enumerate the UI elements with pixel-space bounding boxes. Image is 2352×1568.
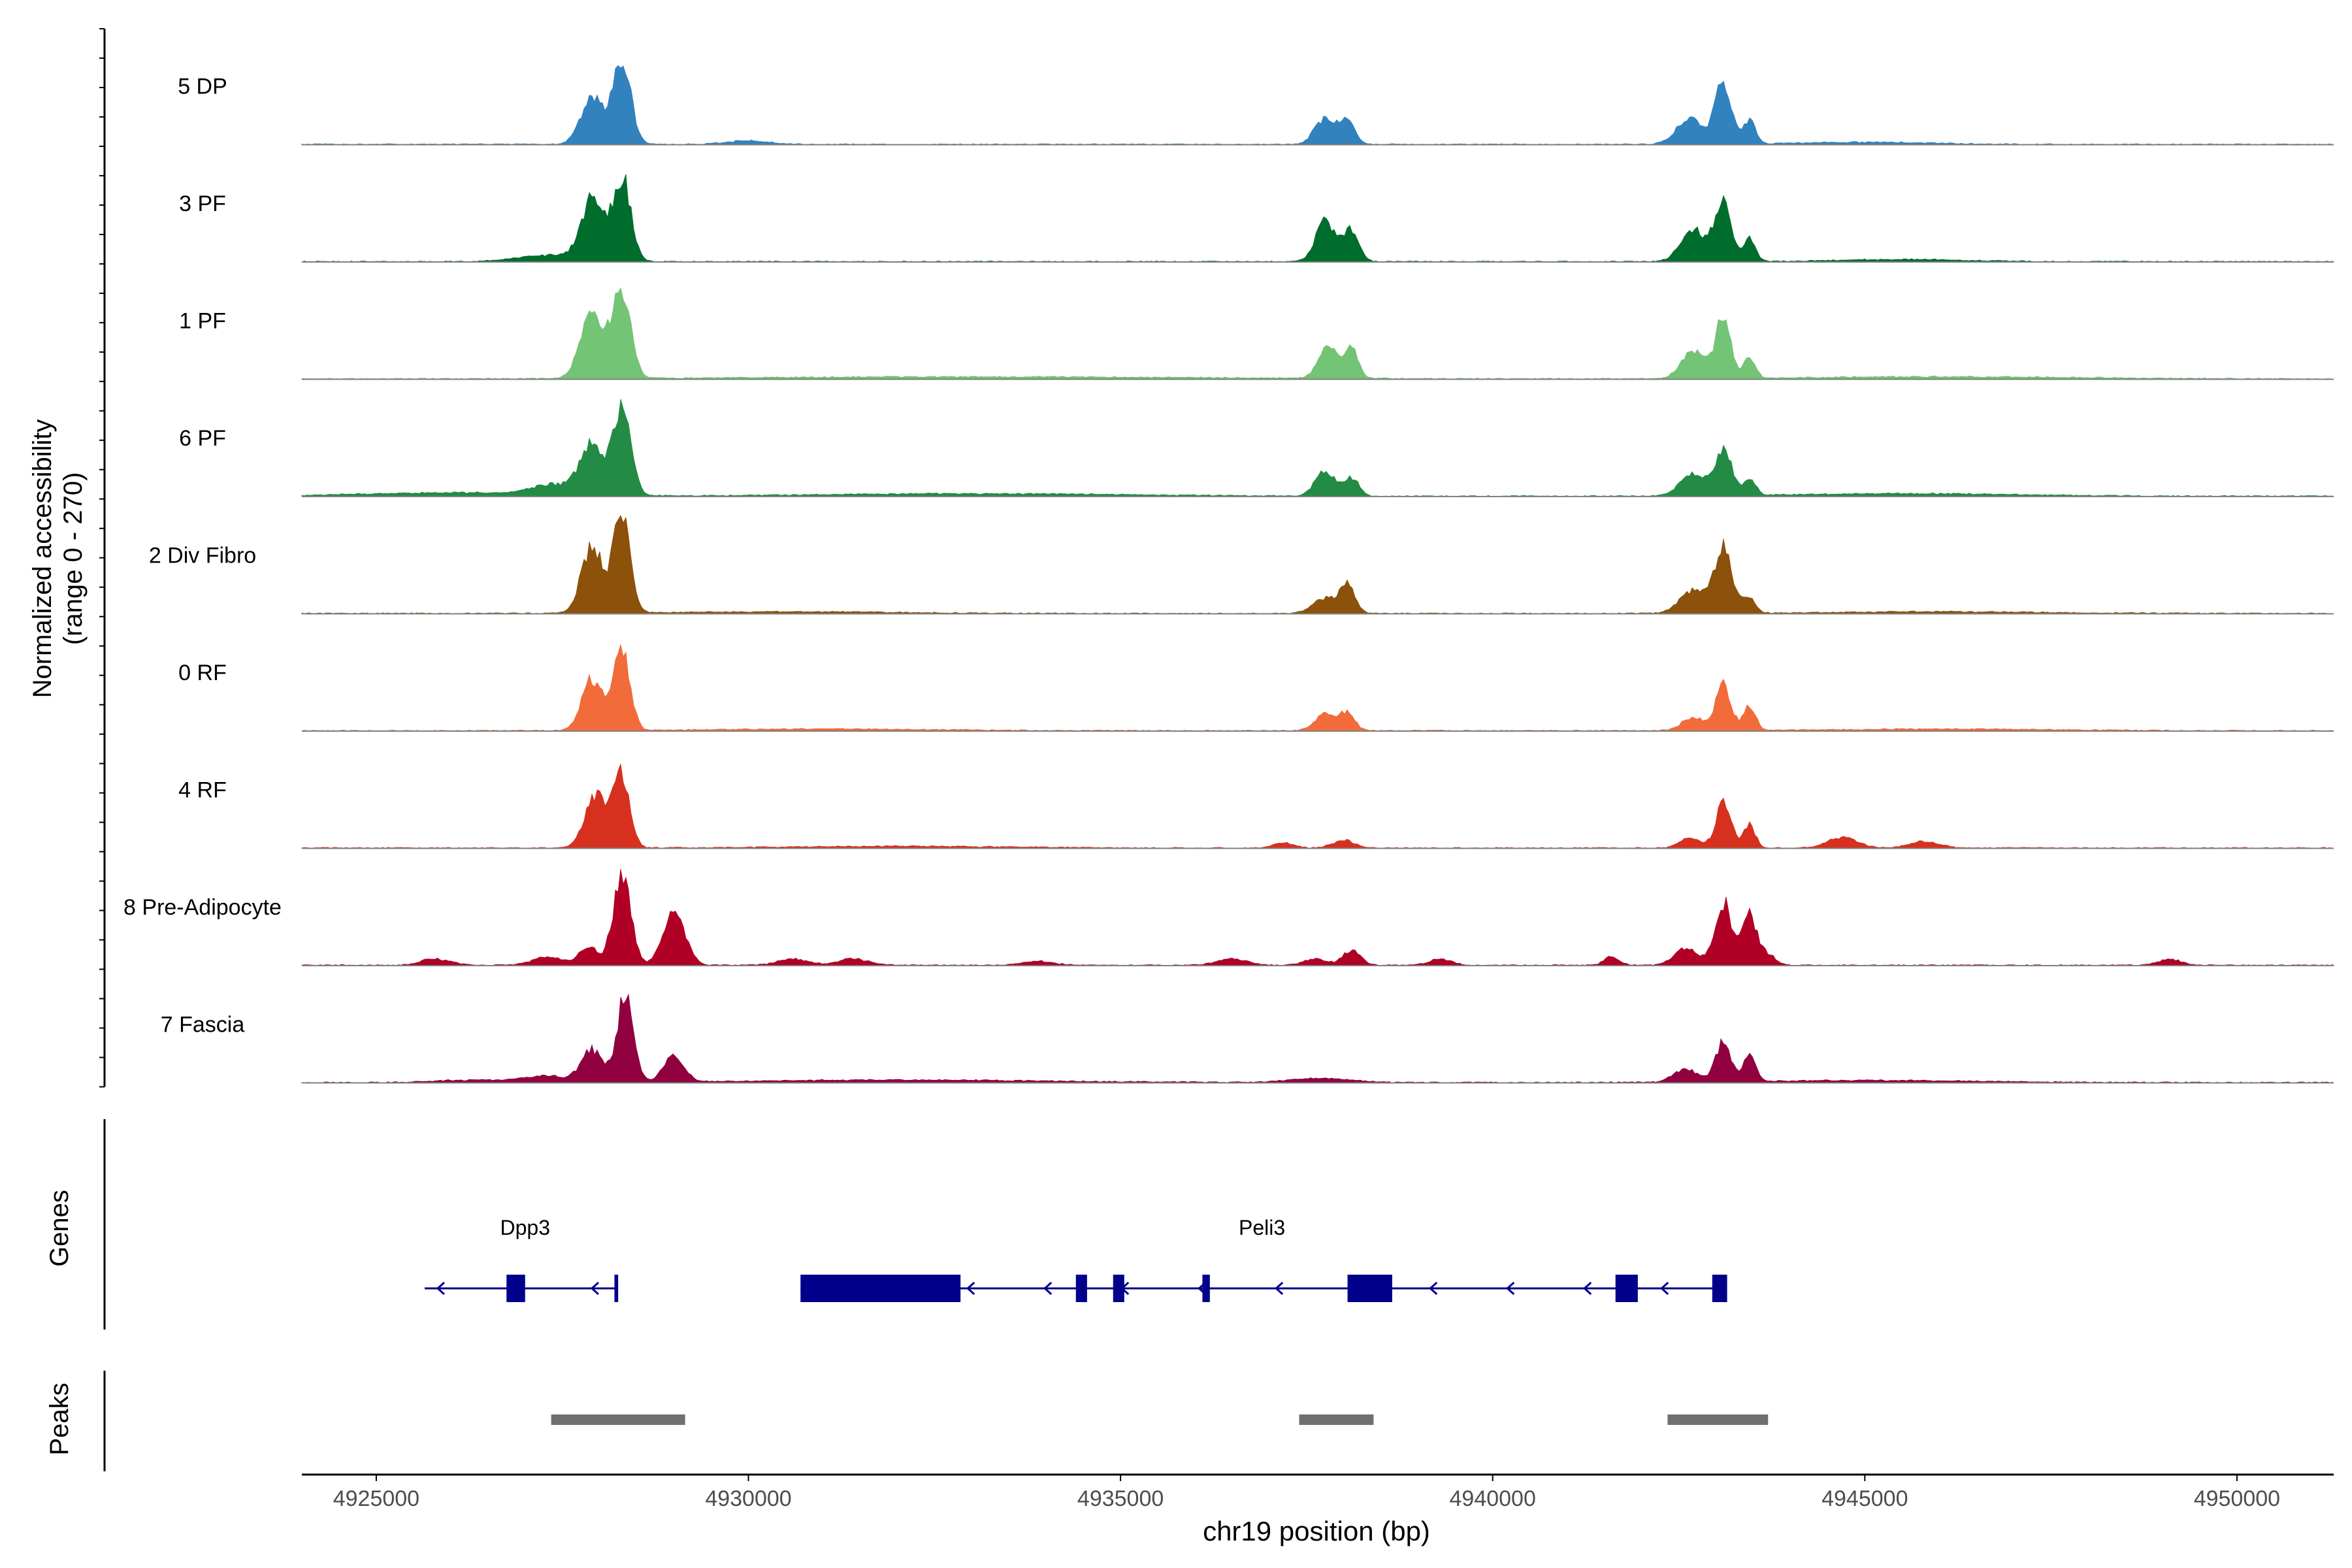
coverage-panel: 5 DP 3 PF 1 PF 6 PF 2 Div Fibro 0 RF 4 RF 8 Pre… [123, 65, 2335, 1084]
coverage-track-0 [301, 65, 2334, 145]
x-tick-label: 4935000 [1077, 1486, 1164, 1511]
track-label: 8 Pre-Adipocyte [123, 895, 282, 920]
genes-panel: Genes Dpp3 Peli3 [45, 1119, 1727, 1330]
strand-arrow-icon [1429, 1281, 1438, 1296]
strand-arrow-icon [1583, 1281, 1592, 1296]
gene-exon [1113, 1275, 1124, 1302]
gene-exon [1347, 1275, 1392, 1302]
x-axis: chr19 position (bp) 4925000 4930000 493500… [302, 1473, 2334, 1546]
x-tick-label: 4945000 [1821, 1486, 1908, 1511]
gene-exon [1075, 1275, 1087, 1302]
x-tick-label: 4950000 [2194, 1486, 2280, 1511]
gene-exon [506, 1275, 525, 1302]
strand-arrow-icon [966, 1281, 975, 1296]
track-label: 2 Div Fibro [149, 544, 256, 568]
peaks-y-label: Peaks [45, 1382, 74, 1455]
coverage-track-1 [301, 174, 2335, 263]
gene-exon [614, 1275, 619, 1302]
coverage-track-4 [301, 515, 2334, 614]
x-tick-label: 4930000 [705, 1486, 791, 1511]
coverage-y-axis: Normalized accessibility (range 0 - 270) [28, 28, 106, 1088]
coverage-y-label-line2: (range 0 - 270) [59, 472, 88, 645]
track-label: 3 PF [179, 191, 226, 216]
peak-region [1667, 1414, 1769, 1425]
coverage-track-8 [301, 993, 2334, 1083]
track-label: 1 PF [179, 309, 226, 334]
track-label: 6 PF [179, 426, 226, 451]
coverage-track-3 [301, 399, 2334, 497]
gene-exon [800, 1275, 961, 1302]
gene-name-label: Peli3 [1239, 1216, 1285, 1239]
strand-arrow-icon [1043, 1281, 1053, 1296]
strand-arrow-icon [590, 1281, 599, 1296]
x-tick-label: 4925000 [333, 1486, 419, 1511]
strand-arrow-icon [1275, 1281, 1284, 1296]
strand-arrow-icon [1506, 1281, 1515, 1296]
track-label: 0 RF [178, 661, 227, 685]
strand-arrow-icon [1660, 1281, 1669, 1296]
x-axis-label: chr19 position (bp) [1203, 1516, 1430, 1546]
peak-region [551, 1414, 685, 1425]
strand-arrow-icon [436, 1281, 445, 1296]
gene-exon [1615, 1275, 1638, 1302]
coverage-y-label-line1: Normalized accessibility [28, 419, 57, 698]
gene-exon [1712, 1275, 1727, 1302]
coverage-track-6 [301, 764, 2334, 849]
x-tick-label: 4940000 [1450, 1486, 1536, 1511]
track-label: 5 DP [178, 74, 227, 99]
track-label: 7 Fascia [161, 1013, 245, 1037]
genes-y-label: Genes [45, 1190, 74, 1267]
gene-exon [1202, 1275, 1210, 1302]
peak-region [1299, 1414, 1374, 1425]
coverage-track-5 [301, 644, 2334, 732]
coverage-track-7 [301, 869, 2335, 966]
track-label: 4 RF [178, 778, 227, 803]
peaks-panel: Peaks [45, 1371, 1769, 1471]
gene-name-label: Dpp3 [500, 1216, 551, 1239]
coverage-track-2 [301, 287, 2334, 380]
